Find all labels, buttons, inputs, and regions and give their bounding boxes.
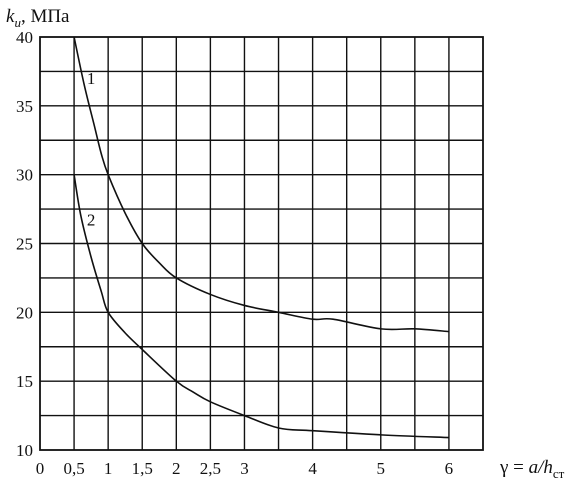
y-axis-unit: , МПа xyxy=(21,6,70,27)
y-tick-label: 20 xyxy=(16,303,33,322)
y-tick-label: 35 xyxy=(16,97,33,116)
y-tick-label: 10 xyxy=(16,441,33,460)
grid-lines xyxy=(40,37,483,450)
y-tick-label: 25 xyxy=(16,235,33,254)
plot-frame xyxy=(39,36,484,451)
curve-label-2: 2 xyxy=(87,211,96,230)
curve-label-1: 1 xyxy=(87,69,96,88)
y-tick-label: 40 xyxy=(16,28,33,47)
plot-border xyxy=(39,36,484,451)
x-tick-label: 3 xyxy=(240,459,249,478)
x-tick-label: 4 xyxy=(308,459,317,478)
x-axis-symbol: a/h xyxy=(529,457,553,478)
series-line-2 xyxy=(73,174,449,439)
curve-labels: 12 xyxy=(87,69,96,230)
x-axis-symbol-subscript: ст xyxy=(553,466,565,481)
x-axis-prefix: γ = xyxy=(499,457,529,478)
y-tick-label: 15 xyxy=(16,372,33,391)
x-tick-label: 6 xyxy=(445,459,454,478)
series-lines xyxy=(73,36,449,439)
x-tick-labels: 0 0,5 1 1,5 2 2,5 3 4 5 6 xyxy=(36,459,453,478)
y-axis-symbol: k xyxy=(6,6,15,27)
x-tick-label: 2,5 xyxy=(200,459,221,478)
x-tick-label: 2 xyxy=(172,459,181,478)
x-tick-label: 0 xyxy=(36,459,45,478)
y-tick-labels: 10 15 20 25 30 35 40 xyxy=(16,28,33,460)
x-tick-label: 1,5 xyxy=(132,459,153,478)
y-axis-symbol-subscript: и xyxy=(14,15,21,30)
x-tick-label: 0,5 xyxy=(63,459,84,478)
y-tick-label: 30 xyxy=(16,166,33,185)
y-axis-title: kи, МПа xyxy=(6,6,70,30)
series-line-1 xyxy=(73,36,449,333)
x-tick-label: 5 xyxy=(377,459,386,478)
x-tick-label: 1 xyxy=(104,459,113,478)
x-axis-title: γ = a/hст xyxy=(499,457,565,481)
